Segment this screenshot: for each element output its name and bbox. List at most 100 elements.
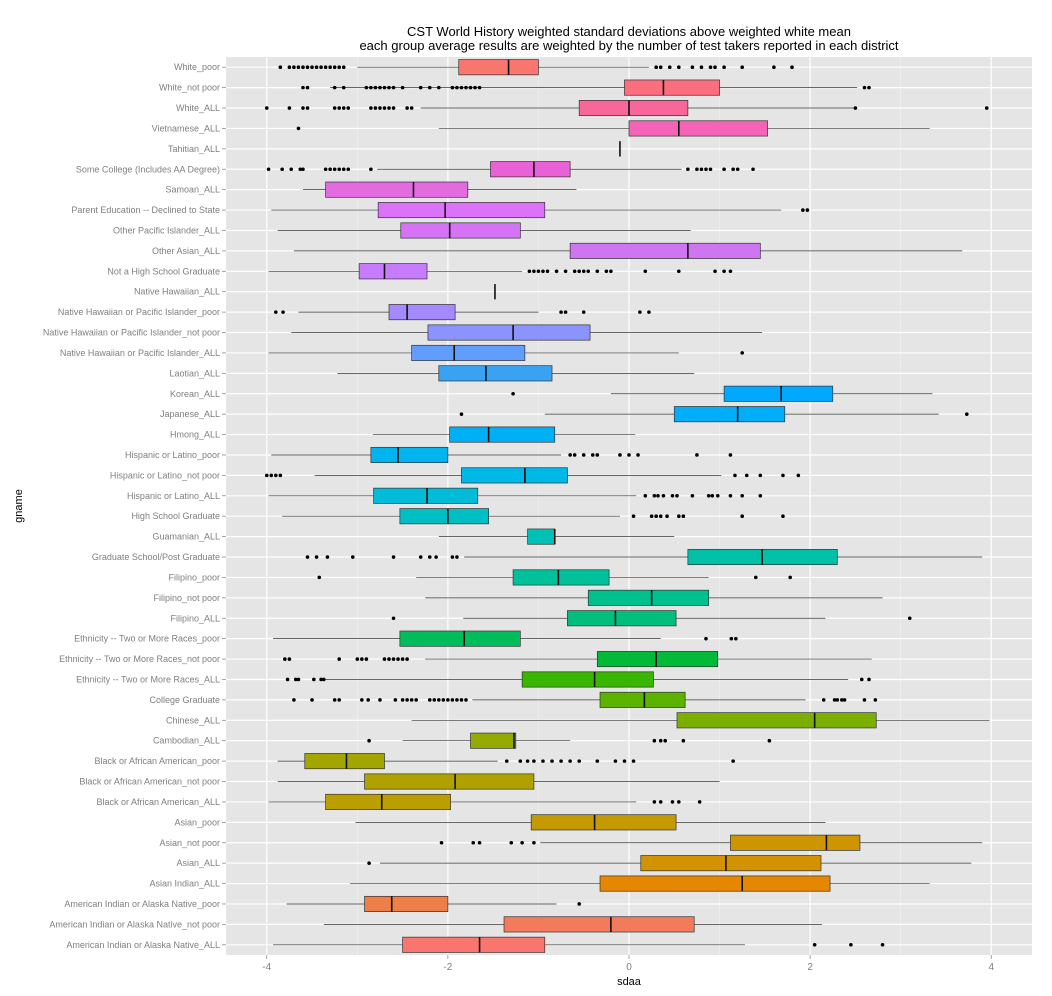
box-iqr bbox=[399, 508, 489, 525]
box-iqr bbox=[438, 365, 553, 382]
outlier-point bbox=[319, 677, 323, 682]
outlier-point bbox=[581, 310, 586, 314]
outlier-point bbox=[867, 85, 871, 90]
outlier-point bbox=[667, 65, 672, 70]
box-filipino-all bbox=[391, 610, 912, 627]
y-tick-label: Asian_ALL bbox=[176, 858, 220, 868]
outlier-point bbox=[301, 65, 305, 70]
outlier-point bbox=[670, 493, 675, 498]
outlier-point bbox=[772, 65, 776, 70]
outlier-point bbox=[269, 473, 274, 478]
box-other-pacific-islander-all bbox=[277, 222, 691, 239]
outlier-point bbox=[677, 65, 681, 70]
outlier-point bbox=[677, 800, 681, 804]
box-white-all bbox=[264, 100, 989, 117]
box-guamanian-all bbox=[438, 528, 675, 545]
outlier-point bbox=[532, 269, 536, 274]
outlier-point bbox=[439, 840, 444, 845]
box-filipino-not-poor bbox=[425, 589, 883, 606]
y-tick-label: Asian_not poor bbox=[159, 838, 220, 848]
outlier-point bbox=[545, 269, 550, 274]
outlier-point bbox=[577, 269, 581, 274]
box-chinese-all bbox=[411, 712, 990, 729]
outlier-point bbox=[532, 759, 536, 763]
box-cambodian-all bbox=[367, 732, 772, 749]
chart-title: CST World History weighted standard devi… bbox=[407, 24, 851, 39]
y-tick-label: Laotian_ALL bbox=[169, 368, 220, 378]
outlier-point bbox=[658, 65, 663, 70]
box-iqr bbox=[599, 691, 686, 708]
outlier-point bbox=[400, 698, 405, 702]
box-iqr bbox=[578, 100, 689, 117]
y-tick-label: Graduate School/Post Graduate bbox=[92, 552, 220, 562]
outlier-point bbox=[710, 493, 715, 498]
y-tick-label: Korean_ALL bbox=[170, 389, 220, 399]
y-tick-label: Hispanic or Latino_not poor bbox=[110, 470, 220, 480]
outlier-point bbox=[305, 85, 310, 90]
outlier-point bbox=[681, 514, 686, 519]
outlier-point bbox=[880, 942, 885, 947]
box-other-asian-all bbox=[293, 242, 963, 259]
outlier-point bbox=[387, 657, 391, 661]
outlier-point bbox=[590, 453, 595, 457]
outlier-point bbox=[699, 65, 704, 70]
outlier-point bbox=[287, 106, 292, 110]
box-iqr bbox=[730, 834, 861, 851]
outlier-point bbox=[337, 65, 342, 70]
outlier-point bbox=[572, 453, 577, 457]
outlier-point bbox=[658, 738, 663, 743]
y-tick-label: Ethnicity -- Two or More Races_poor bbox=[74, 634, 220, 644]
outlier-point bbox=[364, 657, 369, 661]
outlier-point bbox=[296, 126, 301, 131]
outlier-point bbox=[622, 759, 627, 763]
outlier-point bbox=[695, 167, 699, 172]
outlier-point bbox=[455, 85, 459, 90]
box-iqr bbox=[567, 610, 677, 627]
outlier-point bbox=[396, 657, 400, 661]
outlier-point bbox=[681, 738, 686, 743]
box-iqr bbox=[723, 385, 834, 402]
box-native-hawaiian-or-pacific-islander-poor bbox=[274, 304, 651, 321]
outlier-point bbox=[283, 657, 287, 661]
outlier-point bbox=[713, 269, 717, 274]
outlier-point bbox=[796, 473, 801, 478]
outlier-point bbox=[437, 85, 441, 90]
outlier-point bbox=[631, 514, 636, 519]
outlier-point bbox=[414, 698, 418, 702]
outlier-point bbox=[572, 269, 577, 274]
outlier-point bbox=[391, 657, 396, 661]
box-hispanic-or-latino-all bbox=[268, 487, 763, 504]
y-tick-label: Guamanian_ALL bbox=[152, 532, 220, 542]
outlier-point bbox=[853, 106, 858, 110]
outlier-point bbox=[301, 85, 305, 90]
outlier-point bbox=[341, 85, 346, 90]
box-iqr bbox=[587, 589, 710, 606]
outlier-point bbox=[658, 514, 663, 519]
outlier-point bbox=[382, 106, 387, 110]
box-american-indian-or-alaska-native-all bbox=[273, 936, 885, 953]
outlier-point bbox=[441, 698, 446, 702]
box-iqr bbox=[640, 855, 822, 872]
outlier-point bbox=[280, 167, 284, 172]
outlier-point bbox=[835, 698, 840, 702]
box-native-hawaiian-or-pacific-islander-not-poor bbox=[291, 324, 763, 341]
outlier-point bbox=[643, 493, 648, 498]
outlier-point bbox=[661, 493, 666, 498]
box-iqr bbox=[458, 59, 539, 76]
outlier-point bbox=[550, 759, 554, 763]
outlier-point bbox=[310, 698, 314, 702]
outlier-point bbox=[378, 106, 382, 110]
outlier-point bbox=[740, 514, 745, 519]
outlier-point bbox=[812, 942, 817, 947]
outlier-point bbox=[832, 698, 837, 702]
outlier-point bbox=[907, 616, 912, 621]
outlier-point bbox=[652, 800, 657, 804]
outlier-point bbox=[293, 677, 298, 682]
outlier-point bbox=[337, 106, 342, 110]
outlier-point bbox=[332, 65, 337, 70]
box-iqr bbox=[358, 263, 428, 280]
outlier-point bbox=[278, 65, 283, 70]
outlier-point bbox=[541, 269, 545, 274]
y-tick-label: Hmong_ALL bbox=[170, 430, 220, 440]
